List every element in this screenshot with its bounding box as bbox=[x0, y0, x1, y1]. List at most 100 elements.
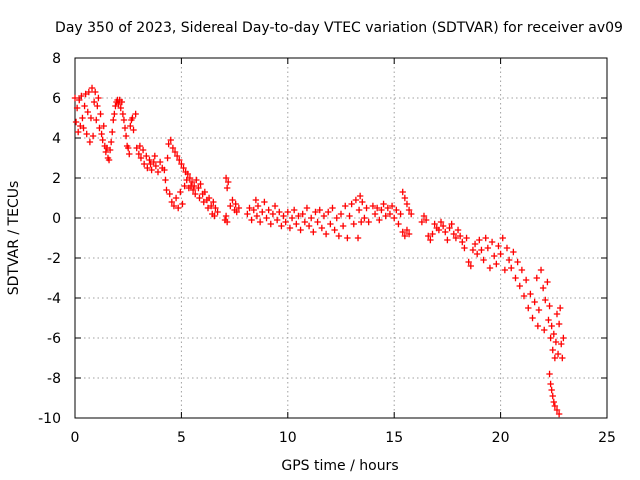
data-point bbox=[129, 114, 136, 122]
data-point bbox=[556, 304, 564, 312]
data-point bbox=[261, 198, 268, 206]
data-point bbox=[269, 210, 277, 218]
data-point bbox=[252, 196, 260, 204]
data-point bbox=[495, 242, 502, 250]
data-point bbox=[318, 224, 326, 232]
data-point bbox=[454, 226, 462, 234]
data-point bbox=[169, 144, 177, 152]
data-point bbox=[156, 158, 164, 166]
data-point bbox=[84, 108, 91, 116]
data-point bbox=[461, 244, 468, 252]
data-point bbox=[178, 160, 185, 168]
data-point bbox=[276, 208, 283, 216]
data-point bbox=[121, 124, 129, 132]
data-point bbox=[186, 174, 194, 182]
data-point bbox=[301, 218, 309, 226]
x-tick-label: 0 bbox=[71, 430, 80, 446]
x-tick-label: 5 bbox=[177, 430, 186, 446]
data-point bbox=[554, 350, 562, 358]
data-point bbox=[493, 260, 500, 268]
data-point bbox=[286, 224, 294, 232]
data-point bbox=[92, 88, 99, 96]
data-point bbox=[150, 158, 157, 166]
data-point bbox=[533, 274, 540, 282]
data-point bbox=[346, 212, 353, 220]
data-point bbox=[531, 298, 538, 306]
data-point bbox=[342, 202, 349, 210]
data-point bbox=[93, 116, 100, 124]
data-point bbox=[248, 216, 255, 224]
data-point bbox=[222, 212, 230, 220]
data-point bbox=[273, 216, 281, 224]
data-point bbox=[195, 184, 202, 192]
data-point bbox=[107, 138, 115, 146]
data-point bbox=[312, 208, 319, 216]
data-point bbox=[162, 176, 169, 184]
y-axis-label: SDTVAR / TECUs bbox=[6, 181, 22, 296]
data-point bbox=[189, 186, 197, 194]
data-point bbox=[222, 174, 230, 182]
data-point bbox=[170, 202, 178, 210]
x-tick-label: 10 bbox=[279, 430, 297, 446]
data-point bbox=[359, 198, 366, 206]
data-point bbox=[109, 128, 116, 136]
data-point bbox=[482, 234, 489, 242]
data-point bbox=[547, 380, 554, 388]
data-point bbox=[76, 96, 83, 104]
data-point bbox=[227, 202, 234, 210]
data-point bbox=[376, 216, 383, 224]
data-point bbox=[395, 220, 402, 228]
data-point bbox=[551, 402, 559, 410]
y-tick-label: -4 bbox=[47, 291, 61, 307]
data-point bbox=[471, 240, 479, 248]
data-point bbox=[418, 218, 426, 226]
data-point bbox=[122, 132, 130, 140]
data-point bbox=[508, 264, 515, 272]
data-point bbox=[388, 202, 396, 210]
data-point bbox=[290, 206, 298, 214]
data-point bbox=[527, 290, 534, 298]
data-point bbox=[541, 326, 548, 334]
data-point bbox=[74, 128, 82, 136]
data-point bbox=[350, 220, 357, 228]
data-point bbox=[559, 354, 566, 362]
data-point bbox=[152, 162, 160, 170]
data-point bbox=[126, 150, 133, 158]
data-point bbox=[233, 208, 240, 216]
data-point bbox=[499, 234, 506, 242]
data-point bbox=[106, 146, 114, 154]
data-point bbox=[384, 204, 392, 212]
data-point bbox=[399, 228, 406, 236]
data-point bbox=[94, 102, 101, 110]
data-point bbox=[85, 88, 93, 96]
data-point bbox=[184, 170, 191, 178]
data-point bbox=[550, 330, 557, 338]
data-point bbox=[117, 104, 124, 112]
data-point bbox=[176, 156, 183, 164]
data-point bbox=[399, 188, 406, 196]
data-point bbox=[253, 212, 261, 220]
data-point bbox=[463, 234, 470, 242]
data-point bbox=[165, 140, 172, 148]
data-point bbox=[408, 210, 415, 218]
data-point bbox=[259, 208, 266, 216]
data-point bbox=[535, 306, 543, 314]
data-point bbox=[229, 196, 236, 204]
data-point bbox=[223, 184, 231, 192]
data-point bbox=[512, 274, 519, 282]
data-point bbox=[282, 218, 289, 226]
data-point bbox=[280, 212, 287, 220]
data-point bbox=[235, 204, 243, 212]
data-point bbox=[549, 346, 556, 354]
data-point bbox=[72, 118, 80, 126]
data-point bbox=[71, 94, 79, 102]
data-point bbox=[548, 322, 555, 330]
data-point bbox=[168, 198, 176, 206]
data-point bbox=[503, 244, 511, 252]
data-point bbox=[514, 258, 521, 266]
data-point bbox=[480, 256, 487, 264]
data-point bbox=[371, 210, 379, 218]
y-tick-label: -8 bbox=[47, 371, 61, 387]
data-point bbox=[356, 192, 364, 200]
data-point bbox=[267, 220, 274, 228]
